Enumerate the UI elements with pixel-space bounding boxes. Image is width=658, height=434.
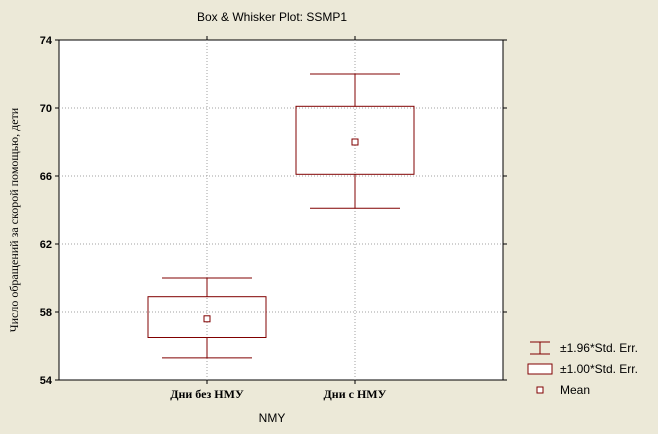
legend-box-swatch xyxy=(527,363,553,375)
x-category-label: Дни без НМУ xyxy=(170,387,244,401)
x-axis: Дни без НМУ Дни с НМУ xyxy=(170,36,387,401)
gridlines xyxy=(59,40,503,380)
box-2 xyxy=(295,73,415,209)
mean-point xyxy=(203,315,211,323)
x-category-label: Дни с НМУ xyxy=(324,387,387,401)
legend-point-swatch xyxy=(536,386,544,394)
legend-item-box: ±1.00*Std. Err. xyxy=(527,362,638,376)
y-tick-label: 74 xyxy=(40,35,53,47)
y-tick-label: 70 xyxy=(40,103,52,115)
legend-item-point: Mean xyxy=(536,383,590,397)
y-tick-label: 54 xyxy=(40,375,53,387)
chart-title: Box & Whisker Plot: SSMP1 xyxy=(197,10,347,24)
legend-item-whisker: ±1.96*Std. Err. xyxy=(530,341,638,355)
y-tick-label: 66 xyxy=(40,171,52,183)
y-axis-label: Число обращений за скорой помощью, дети xyxy=(7,107,21,332)
mean-point xyxy=(351,138,359,146)
legend-label: ±1.96*Std. Err. xyxy=(560,341,638,355)
legend: ±1.96*Std. Err. ±1.00*Std. Err. Mean xyxy=(527,341,638,397)
y-tick-label: 58 xyxy=(40,307,52,319)
y-axis: 54 58 62 66 70 74 xyxy=(40,35,507,387)
y-tick-label: 62 xyxy=(40,239,52,251)
box-rect xyxy=(147,296,267,339)
box-1 xyxy=(147,277,267,359)
plot-area xyxy=(58,39,504,381)
legend-label: Mean xyxy=(560,383,590,397)
legend-label: ±1.00*Std. Err. xyxy=(560,362,638,376)
x-axis-label: NMY xyxy=(259,411,286,425)
box-rect xyxy=(295,105,415,175)
box-series xyxy=(147,73,415,359)
